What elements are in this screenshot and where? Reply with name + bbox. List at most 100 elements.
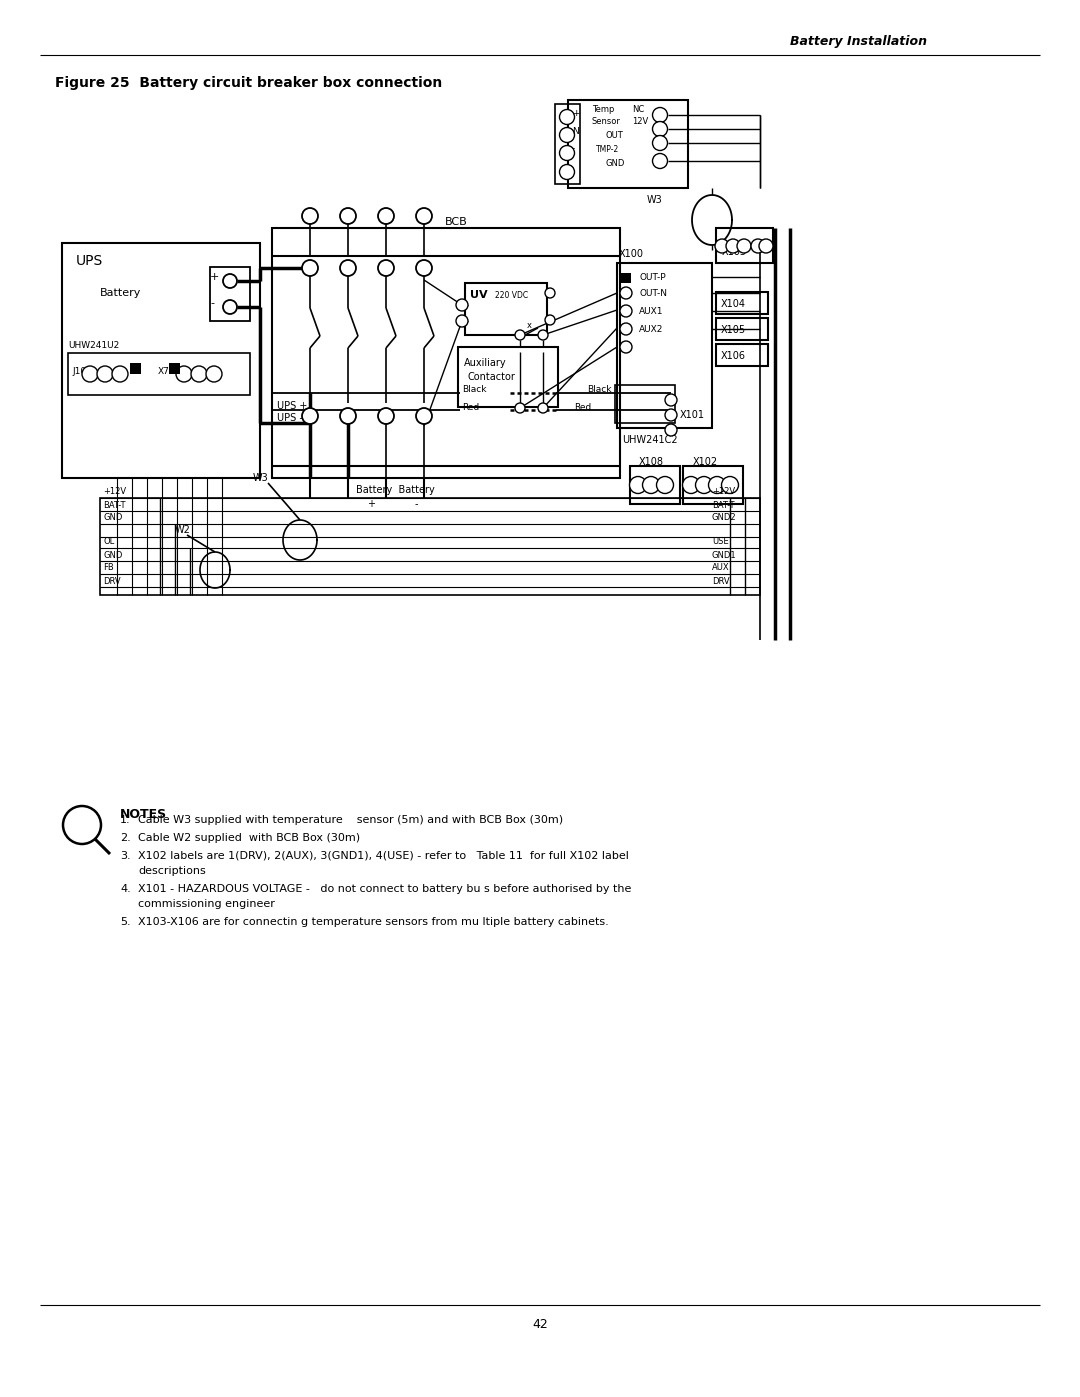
Text: X104: X104 [721,299,746,309]
Text: commissioning engineer: commissioning engineer [138,900,275,909]
Bar [617,263,712,427]
Bar [168,363,180,374]
Text: Cable W2 supplied  with BCB Box (30m): Cable W2 supplied with BCB Box (30m) [138,833,360,842]
Circle shape [665,425,677,436]
Text: Temp: Temp [592,105,615,113]
Bar [130,363,141,374]
Circle shape [302,260,318,277]
Text: 5.: 5. [120,916,131,928]
Text: Red: Red [573,404,591,412]
Text: AUX1: AUX1 [639,306,663,316]
Text: x: x [527,320,532,330]
Text: GND: GND [605,158,624,168]
Circle shape [545,288,555,298]
Text: 1.: 1. [120,814,131,826]
Circle shape [191,366,207,381]
Circle shape [620,286,632,299]
Text: +: + [572,109,580,117]
Bar [100,497,760,595]
Bar [716,292,768,314]
Circle shape [545,314,555,326]
Text: X103-X106 are for connectin g temperature sensors from mu ltiple battery cabinet: X103-X106 are for connectin g temperatur… [138,916,609,928]
Text: Black: Black [588,386,611,394]
Text: UPS: UPS [76,254,104,268]
Circle shape [665,409,677,420]
Text: Battery Installation: Battery Installation [789,35,927,49]
Circle shape [302,208,318,224]
Circle shape [340,408,356,425]
Circle shape [620,305,632,317]
Circle shape [652,136,667,151]
Text: descriptions: descriptions [138,866,206,876]
Circle shape [515,330,525,339]
Circle shape [665,394,677,407]
Text: BAT-T: BAT-T [712,500,734,510]
Circle shape [112,366,129,381]
Text: +: + [367,499,375,509]
Circle shape [630,476,647,493]
Text: DRV: DRV [103,577,121,585]
Circle shape [737,239,751,253]
Circle shape [696,476,713,493]
Circle shape [302,408,318,425]
Text: GND: GND [103,550,122,560]
Text: UV: UV [470,291,488,300]
Text: -: - [415,499,419,509]
Text: 42: 42 [532,1319,548,1331]
Text: OUT-N: OUT-N [639,289,667,298]
Circle shape [340,260,356,277]
Circle shape [652,154,667,169]
Text: Battery: Battery [100,288,141,298]
Bar [716,344,768,366]
Text: X106: X106 [721,351,746,360]
Text: FB: FB [103,563,113,573]
Bar [615,386,675,423]
Text: AUX2: AUX2 [639,324,663,334]
Circle shape [378,260,394,277]
Circle shape [456,299,468,312]
Circle shape [751,239,765,253]
Text: +12V: +12V [712,488,735,496]
Circle shape [416,408,432,425]
Circle shape [416,208,432,224]
Text: GND1: GND1 [712,550,737,560]
Circle shape [759,239,773,253]
Text: X102: X102 [693,457,718,467]
Bar [555,103,580,184]
Text: W3: W3 [253,474,269,483]
Text: Contactor: Contactor [468,372,516,381]
Bar [272,228,620,478]
Text: W2: W2 [175,525,191,535]
Text: AUX: AUX [712,563,730,573]
Text: 2.: 2. [120,833,131,842]
Circle shape [559,127,575,142]
Bar [465,284,546,335]
Text: 3.: 3. [120,851,131,861]
Circle shape [715,239,729,253]
Text: -: - [210,298,214,307]
Bar [621,272,631,284]
Circle shape [222,274,237,288]
Text: UHW241C2: UHW241C2 [622,434,677,446]
Circle shape [652,122,667,137]
Text: USE: USE [712,538,729,546]
Text: -: - [572,144,576,154]
Text: 220 VDC: 220 VDC [495,291,528,299]
Text: 4.: 4. [120,884,131,894]
Text: N: N [572,127,579,136]
Text: TMP-2: TMP-2 [596,145,619,155]
Bar [630,467,680,504]
Text: Battery  Battery: Battery Battery [356,485,435,495]
Text: UPS -: UPS - [276,414,302,423]
Bar [716,228,773,263]
Text: NC: NC [632,105,645,113]
Circle shape [538,330,548,339]
Circle shape [222,300,237,314]
Circle shape [559,165,575,179]
Bar [716,319,768,339]
Text: X102 labels are 1(DRV), 2(AUX), 3(GND1), 4(USE) - refer to   Table 11  for full : X102 labels are 1(DRV), 2(AUX), 3(GND1),… [138,851,629,861]
Circle shape [657,476,674,493]
Circle shape [340,208,356,224]
Text: Figure 25  Battery circuit breaker box connection: Figure 25 Battery circuit breaker box co… [55,75,442,89]
Text: J10: J10 [72,366,86,376]
